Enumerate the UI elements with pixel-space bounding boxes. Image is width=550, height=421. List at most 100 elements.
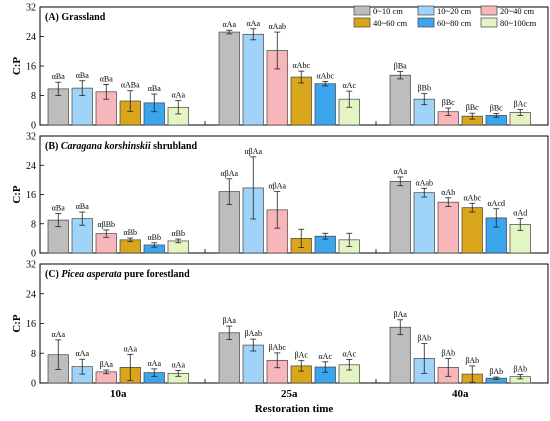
panel-title-prefix: (A)	[45, 12, 61, 23]
x-category-label: 10a	[110, 388, 127, 400]
bar-significance-label: βBa	[394, 62, 407, 71]
y-tick-label: 16	[26, 319, 36, 330]
bar	[390, 181, 411, 253]
bar-significance-label: αAbc	[292, 61, 310, 70]
legend-label: 80~100cm	[500, 18, 537, 28]
bar-significance-label: βAb	[513, 364, 527, 373]
bar-significance-label: αBb	[147, 233, 161, 242]
panel-title-species: Picea asperata	[61, 269, 121, 280]
bar-significance-label: αAa	[171, 360, 185, 369]
bar-significance-label: αAa	[123, 344, 137, 353]
y-tick-label: 24	[26, 32, 36, 43]
bar-significance-label: αAb	[441, 188, 455, 197]
bar-significance-label: αAd	[513, 209, 527, 218]
bar-significance-label: βAb	[465, 356, 479, 365]
bar	[219, 333, 240, 383]
y-axis-title: C:P	[11, 314, 23, 333]
bar-significance-label: αBb	[171, 229, 185, 238]
bar-significance-label: αAbc	[316, 71, 334, 80]
bar	[414, 193, 435, 253]
bar-significance-label: αBa	[76, 71, 90, 80]
bar-significance-label: αAa	[75, 349, 89, 358]
legend-swatch	[418, 18, 434, 27]
bar-significance-label: βAb	[489, 367, 503, 376]
bar-significance-label: βBc	[490, 104, 503, 113]
y-tick-label: 16	[26, 190, 36, 201]
bar-significance-label: αβAa	[268, 182, 286, 191]
bar-significance-label: αAcd	[487, 199, 505, 208]
bar	[243, 34, 264, 125]
bar-significance-label: αBb	[123, 228, 137, 237]
bar-significance-label: βAab	[245, 329, 262, 338]
bar-significance-label: βAb	[417, 334, 431, 343]
y-tick-label: 32	[26, 132, 36, 143]
bar-significance-label: αBa	[52, 72, 66, 81]
panel-title-suffix: Grassland	[61, 12, 105, 23]
x-axis-title: Restoration time	[255, 403, 334, 415]
panel-title-suffix: shrubland	[151, 141, 198, 152]
bar	[291, 77, 312, 125]
y-tick-label: 32	[26, 3, 36, 14]
y-tick-label: 8	[31, 91, 36, 102]
legend-swatch	[354, 18, 370, 27]
bar-significance-label: βBc	[466, 103, 479, 112]
panel-title-prefix: (C)	[45, 269, 61, 280]
legend-swatch	[481, 18, 497, 27]
legend-label: 40~60 cm	[373, 18, 407, 28]
bar	[438, 202, 459, 253]
panel-title-species: Caragana korshinskii	[61, 141, 151, 152]
bar-significance-label: αAc	[342, 81, 356, 90]
bar-significance-label: αBa	[148, 84, 162, 93]
panel-title: (A) Grassland	[45, 12, 106, 23]
bar-significance-label: αABa	[121, 81, 140, 90]
bar-significance-label: βBb	[418, 84, 431, 93]
legend-swatch	[418, 6, 434, 15]
bar-significance-label: βAb	[441, 348, 455, 357]
y-tick-label: 24	[26, 289, 36, 300]
bar-significance-label: αβAa	[244, 147, 262, 156]
y-tick-label: 0	[31, 379, 36, 390]
y-tick-label: 8	[31, 349, 36, 360]
legend-swatch	[354, 6, 370, 15]
panel-title: (C) Picea asperata pure forestland	[45, 269, 190, 280]
y-axis-title: C:P	[11, 57, 23, 76]
panel-title: (B) Caragana korshinskii shrubland	[45, 141, 197, 152]
x-category-label: 25a	[281, 388, 298, 400]
bar-significance-label: αAa	[246, 19, 260, 28]
panel-frame	[40, 264, 548, 383]
bar-significance-label: βAa	[100, 360, 114, 369]
y-tick-label: 0	[31, 249, 36, 260]
legend-label: 20~40 cm	[500, 6, 534, 16]
bar-significance-label: αAc	[318, 352, 332, 361]
y-tick-label: 8	[31, 219, 36, 230]
bar	[219, 32, 240, 125]
bar-significance-label: βAa	[394, 310, 408, 319]
bar-significance-label: αBa	[52, 204, 66, 213]
bar-significance-label: αAa	[147, 359, 161, 368]
bar-significance-label: αAc	[342, 350, 356, 359]
y-tick-label: 24	[26, 161, 36, 172]
y-axis-title: C:P	[11, 185, 23, 204]
bar	[390, 327, 411, 383]
bar-significance-label: βAc	[295, 351, 309, 360]
bar-significance-label: αAbc	[463, 193, 481, 202]
legend-label: 0~10 cm	[373, 6, 403, 16]
bar-significance-label: αAa	[51, 330, 65, 339]
y-tick-label: 32	[26, 260, 36, 271]
x-category-label: 40a	[452, 388, 469, 400]
bar-significance-label: βAa	[223, 316, 237, 325]
bar-significance-label: αBa	[76, 202, 90, 211]
bar-significance-label: αAa	[171, 91, 185, 100]
legend-swatch	[481, 6, 497, 15]
bar-significance-label: αAa	[393, 167, 407, 176]
bar-significance-label: αAab	[268, 22, 286, 31]
bar	[462, 208, 483, 253]
legend-label: 60~80 cm	[437, 18, 471, 28]
y-tick-label: 0	[31, 121, 36, 132]
bar-significance-label: αAab	[415, 178, 433, 187]
bar-significance-label: βAc	[514, 100, 528, 109]
bar-significance-label: αβBb	[97, 220, 115, 229]
panel-title-suffix: pure forestland	[122, 269, 190, 280]
